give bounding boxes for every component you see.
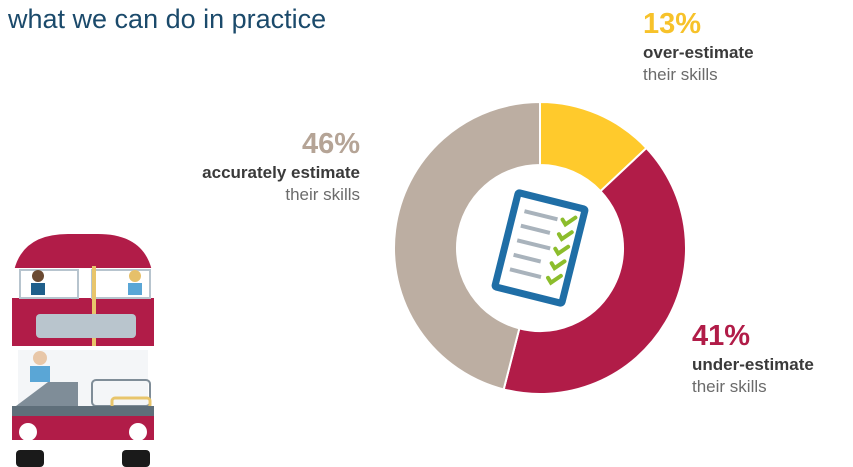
over-estimate-sublabel: their skills (643, 64, 718, 84)
annotation-under-estimate: 41% under-estimate their skills (692, 318, 814, 397)
donut-chart (393, 100, 687, 395)
under-estimate-sublabel: their skills (692, 376, 767, 396)
donut-slice-accurately-estimate (393, 100, 541, 391)
under-estimate-label: under-estimate (692, 355, 814, 375)
annotation-over-estimate: 13% over-estimate their skills (643, 6, 754, 85)
accurately-estimate-percent: 46% (301, 128, 360, 160)
over-estimate-label: over-estimate (643, 43, 754, 63)
upper-deck-passenger-2 (128, 270, 142, 295)
upper-deck-passenger-1 (31, 270, 45, 295)
accurately-estimate-sublabel: their skills (285, 184, 360, 204)
under-estimate-percent: 41% (692, 320, 751, 352)
page-heading: what we can do in practice (8, 4, 327, 34)
annotation-accurately-estimate: 46% accurately estimate their skills (150, 126, 360, 205)
checklist-clipboard-icon (491, 189, 589, 307)
headlight-right-icon (129, 423, 147, 441)
headlight-left-icon (19, 423, 37, 441)
accurately-estimate-label: accurately estimate (202, 163, 360, 183)
over-estimate-percent: 13% (643, 8, 702, 40)
donut-slices (393, 100, 687, 395)
donut-slice-under-estimate (502, 146, 687, 395)
double-decker-bus-illustration (12, 234, 154, 467)
driver-figure (30, 351, 50, 382)
